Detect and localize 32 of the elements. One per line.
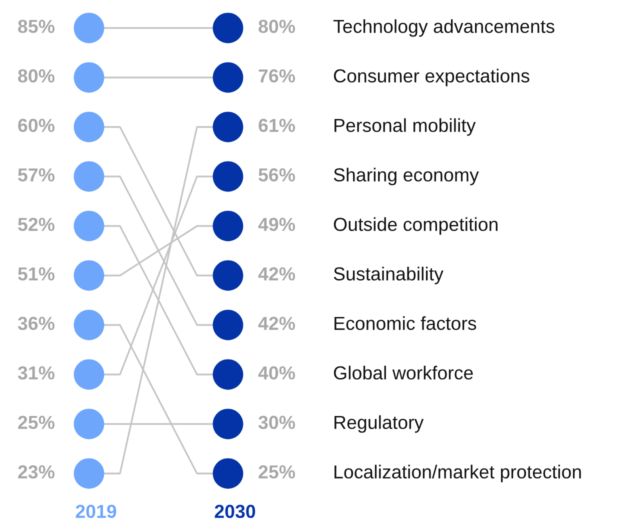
text: Consumer expectations xyxy=(334,68,530,86)
data-label: 60% xyxy=(18,118,55,132)
data-label: 80% xyxy=(258,20,296,34)
data-label: 40% xyxy=(258,366,296,380)
category-label: 2030 xyxy=(214,504,256,518)
data-label: 52% xyxy=(18,218,55,232)
text: Localization/market protection xyxy=(334,464,581,482)
data-label: 42% xyxy=(258,316,296,330)
data-label: 49% xyxy=(258,218,296,232)
data-label: 76% xyxy=(258,69,296,83)
data-label: 51% xyxy=(18,267,55,281)
text: Economic factors xyxy=(334,316,476,330)
data-label: 36% xyxy=(18,316,55,330)
data-label: 57% xyxy=(18,168,55,182)
data-label: 31% xyxy=(18,366,55,380)
text: Global workforce xyxy=(334,366,473,380)
data-label: 85% xyxy=(18,20,55,34)
data-label: 80% xyxy=(18,69,55,83)
text: Sharing economy xyxy=(334,168,479,186)
text: Outside competition xyxy=(334,217,498,235)
category-label: 2019 xyxy=(76,504,116,518)
data-label: 61% xyxy=(258,118,296,132)
data-label: 25% xyxy=(18,416,55,430)
data-label: 42% xyxy=(258,267,296,280)
text: Regulatory xyxy=(334,415,424,433)
text: Personal mobility xyxy=(334,118,476,136)
text: Sustainability xyxy=(334,266,444,284)
data-label: 25% xyxy=(258,465,296,479)
data-label: 30% xyxy=(258,416,296,430)
text: Technology advancements xyxy=(333,19,554,37)
data-label: 56% xyxy=(258,168,296,182)
data-label: 23% xyxy=(18,465,55,479)
